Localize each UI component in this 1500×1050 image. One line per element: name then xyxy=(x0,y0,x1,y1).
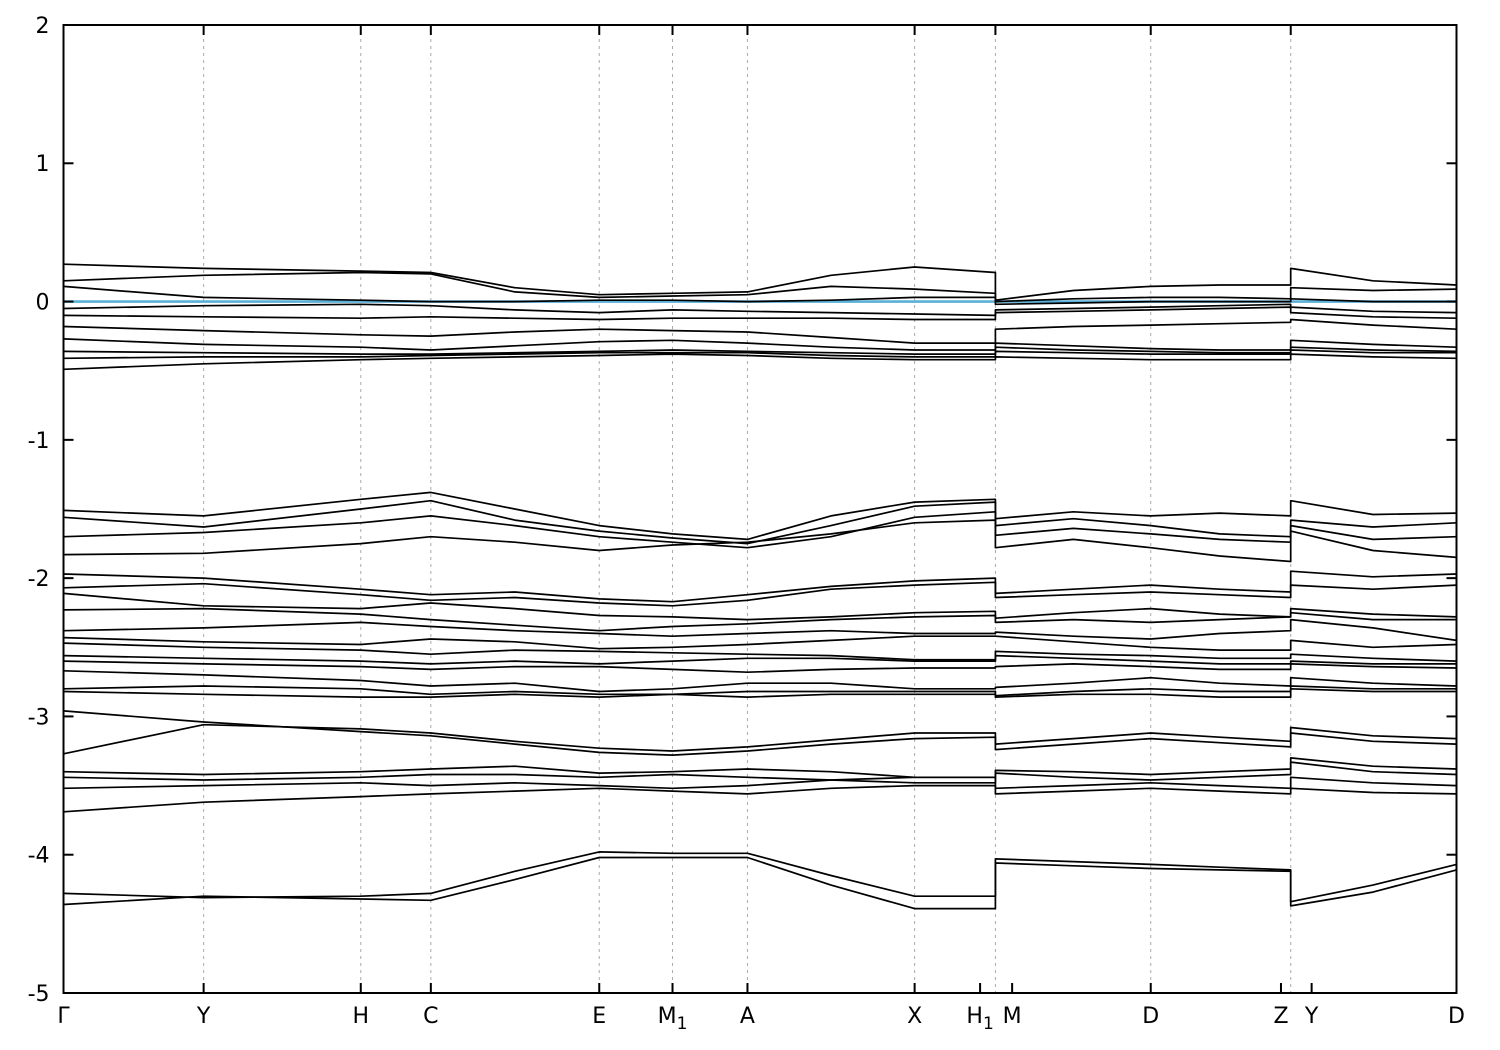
band-line xyxy=(62,618,1458,642)
band-line xyxy=(62,491,1458,541)
y-tick-label: 2 xyxy=(36,14,50,39)
band-line xyxy=(62,660,1458,674)
k-point-label: A xyxy=(740,1004,755,1029)
y-tick-label: -4 xyxy=(28,844,50,869)
y-tick-label: 1 xyxy=(36,152,50,177)
y-tick-label: -2 xyxy=(28,567,50,592)
band-line xyxy=(62,263,1458,302)
k-point-label: Z xyxy=(1273,1004,1288,1029)
band-line xyxy=(62,353,1458,371)
band-line xyxy=(62,635,1458,651)
k-point-label: H1 xyxy=(966,1004,993,1034)
k-point-label: M1 xyxy=(658,1004,688,1034)
band-lines xyxy=(62,263,1458,910)
plot-border xyxy=(62,24,1458,994)
band-line xyxy=(62,784,1458,813)
band-line xyxy=(62,285,1458,306)
k-point-label: D xyxy=(1142,1004,1159,1029)
x-tick-labels: Γ Y H C E M1 A X H1 M D Z Y D xyxy=(57,1004,1465,1034)
band-line xyxy=(62,851,1458,903)
band-line xyxy=(62,318,1458,344)
band-line xyxy=(62,856,1458,910)
band-line xyxy=(62,710,1458,756)
k-point-label: Y xyxy=(1304,1004,1319,1029)
band-line xyxy=(62,519,1458,563)
k-point-label: E xyxy=(592,1004,606,1029)
axis-ticks xyxy=(62,24,1458,994)
y-tick-label: 0 xyxy=(36,290,50,315)
y-tick-label: -1 xyxy=(28,429,50,454)
k-point-label: C xyxy=(423,1004,438,1029)
band-line xyxy=(62,306,1458,321)
k-point-label: Γ xyxy=(57,1004,70,1029)
k-point-label: H xyxy=(352,1004,369,1029)
k-point-label: D xyxy=(1448,1004,1465,1029)
band-line xyxy=(62,607,1458,632)
k-point-label: X xyxy=(907,1004,922,1029)
band-line xyxy=(62,581,1458,607)
y-tick-labels: 2 1 0 -1 -2 -3 -4 -5 xyxy=(28,14,50,1007)
band-line xyxy=(62,303,1458,317)
band-line xyxy=(62,642,1458,662)
y-tick-label: -5 xyxy=(28,982,50,1007)
y-tick-label: -3 xyxy=(28,705,50,730)
k-point-label: Y xyxy=(196,1004,211,1029)
band-line xyxy=(62,761,1458,784)
band-line xyxy=(62,687,1458,698)
band-line xyxy=(62,723,1458,755)
k-point-label: M xyxy=(1003,1004,1022,1029)
